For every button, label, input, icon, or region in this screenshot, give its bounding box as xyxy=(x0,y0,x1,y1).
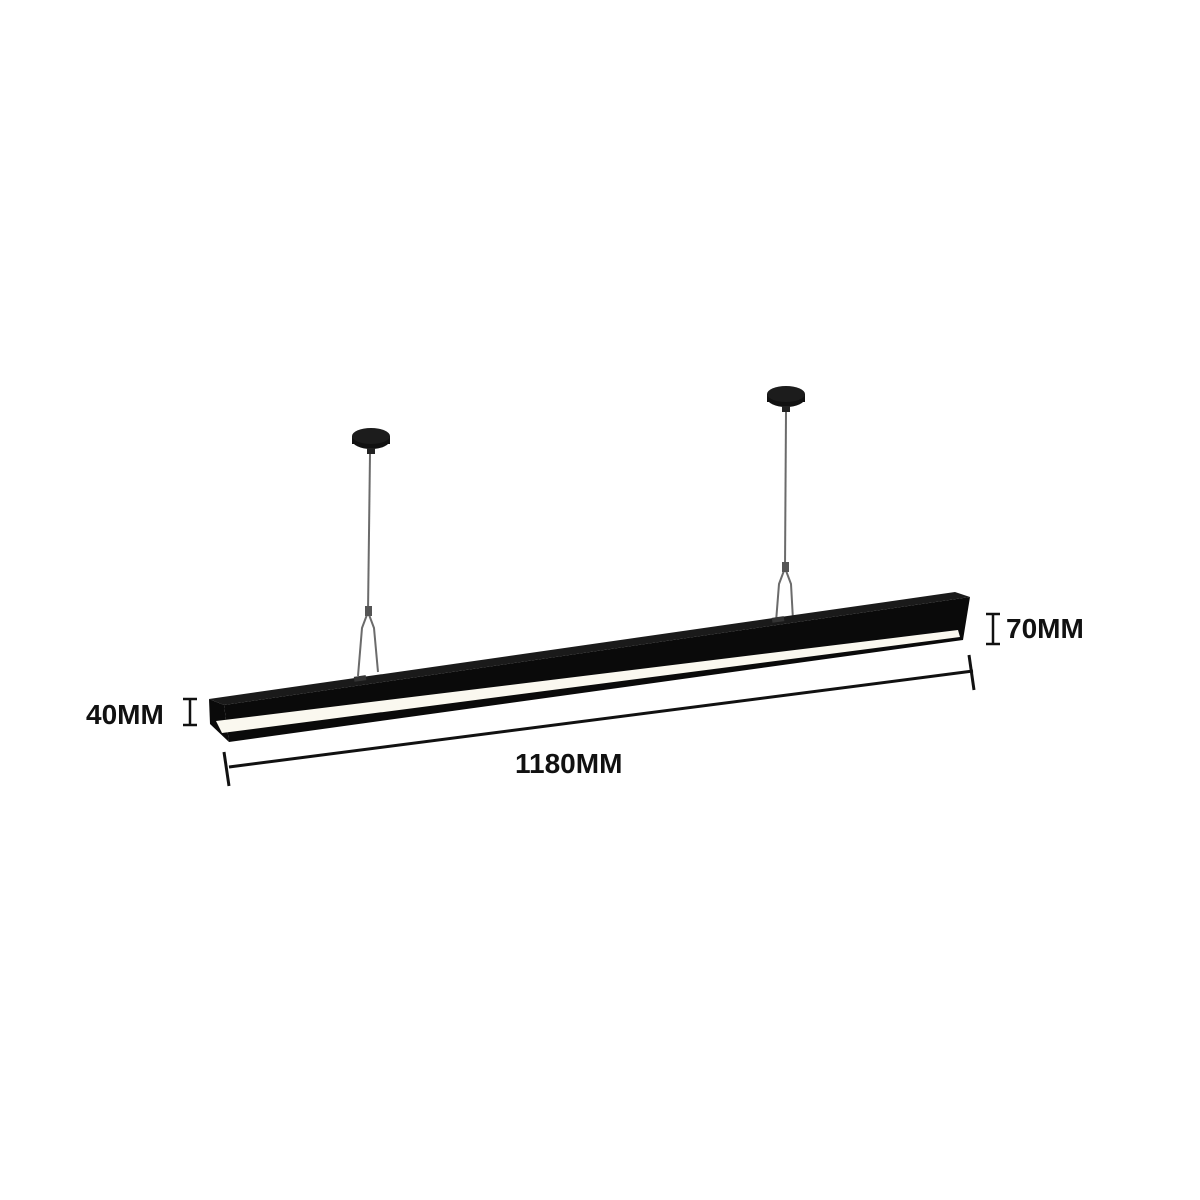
height-right-label: 70MM xyxy=(1006,613,1084,644)
height-left-dimension xyxy=(183,697,197,727)
height-left-label: 40MM xyxy=(86,699,164,730)
height-right-dimension xyxy=(986,612,1000,646)
left-suspension-cable xyxy=(357,453,379,677)
left-ceiling-canopy xyxy=(352,428,390,454)
length-label: 1180MM xyxy=(515,748,622,779)
right-ceiling-canopy xyxy=(767,386,805,412)
led-diffuser xyxy=(216,630,960,733)
length-dimension xyxy=(222,654,976,787)
right-suspension-cable xyxy=(775,411,794,623)
